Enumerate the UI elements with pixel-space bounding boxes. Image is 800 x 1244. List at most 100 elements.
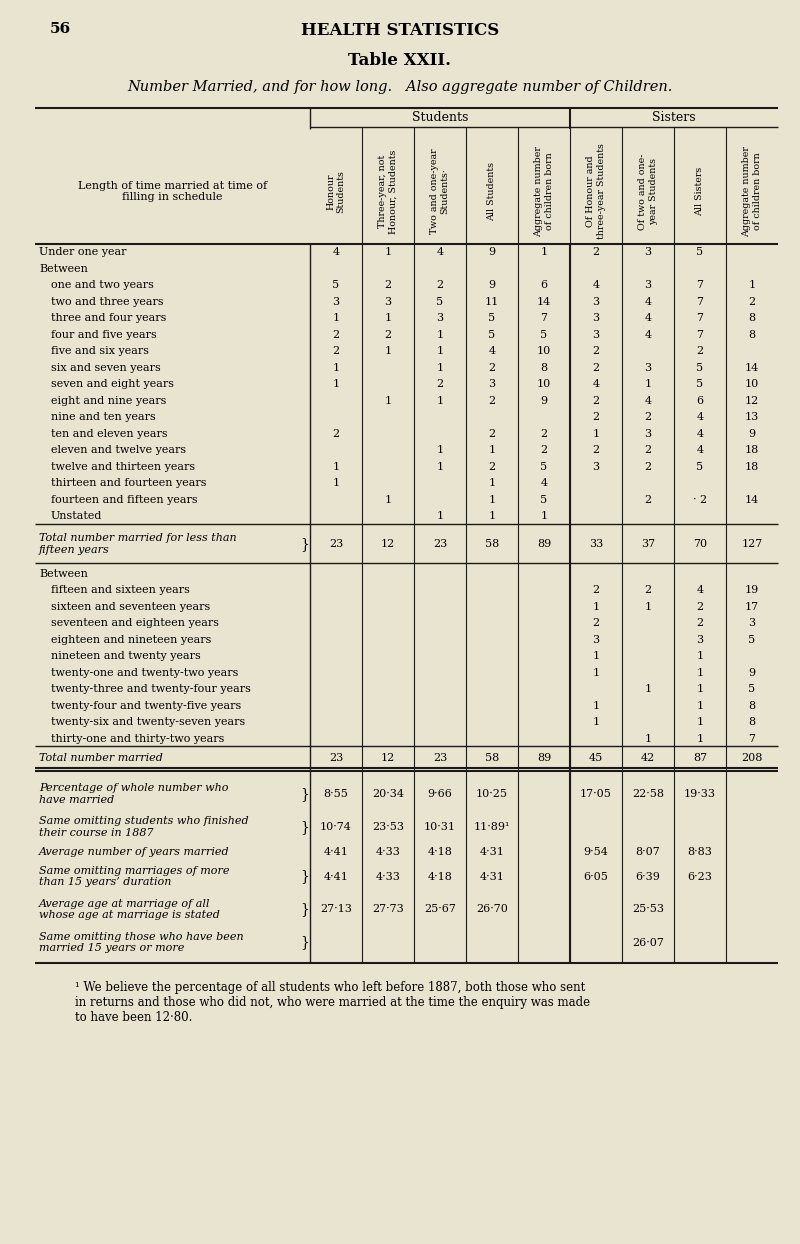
Text: 1: 1 [385, 248, 391, 258]
Text: 4: 4 [489, 346, 495, 356]
Text: 3: 3 [749, 618, 755, 628]
Text: 2: 2 [385, 330, 391, 340]
Text: 208: 208 [742, 754, 762, 764]
Text: 5: 5 [541, 495, 547, 505]
Text: 4: 4 [697, 585, 703, 595]
Text: 5: 5 [749, 684, 755, 694]
Text: 6: 6 [541, 280, 547, 290]
Text: 17: 17 [745, 602, 759, 612]
Text: eighteen and nineteen years: eighteen and nineteen years [51, 634, 211, 644]
Text: 7: 7 [697, 297, 703, 307]
Text: 1: 1 [489, 478, 495, 488]
Text: twenty-one and twenty-two years: twenty-one and twenty-two years [51, 668, 238, 678]
Text: 9: 9 [489, 280, 495, 290]
Text: 20·34: 20·34 [372, 789, 404, 799]
Text: 1: 1 [593, 429, 599, 439]
Text: All Students: All Students [487, 162, 497, 221]
Text: 37: 37 [641, 539, 655, 549]
Text: fourteen and fifteen years: fourteen and fifteen years [51, 495, 198, 505]
Text: 2: 2 [541, 429, 547, 439]
Text: 1: 1 [593, 700, 599, 710]
Text: 1: 1 [437, 396, 443, 406]
Text: 4: 4 [645, 297, 651, 307]
Text: 1: 1 [385, 396, 391, 406]
Text: 2: 2 [749, 297, 755, 307]
Text: 4: 4 [697, 412, 703, 422]
Text: 7: 7 [541, 313, 547, 323]
Text: 4·18: 4·18 [427, 872, 453, 882]
Text: 1: 1 [333, 379, 339, 389]
Text: twenty-three and twenty-four years: twenty-three and twenty-four years [51, 684, 251, 694]
Text: }: } [300, 870, 309, 883]
Text: Aggregate number
of children born: Aggregate number of children born [534, 146, 554, 236]
Text: 9·66: 9·66 [427, 789, 453, 799]
Text: Aggregate number
of children born: Aggregate number of children born [742, 146, 762, 236]
Text: 5: 5 [541, 330, 547, 340]
Text: 2: 2 [489, 396, 495, 406]
Text: 9: 9 [749, 429, 755, 439]
Text: 14: 14 [745, 363, 759, 373]
Text: Honour
Students: Honour Students [326, 170, 346, 213]
Text: 7: 7 [697, 280, 703, 290]
Text: Table XXII.: Table XXII. [349, 52, 451, 68]
Text: 1: 1 [437, 330, 443, 340]
Text: sixteen and seventeen years: sixteen and seventeen years [51, 602, 210, 612]
Text: 1: 1 [645, 602, 651, 612]
Text: 8·55: 8·55 [323, 789, 349, 799]
Text: 89: 89 [537, 754, 551, 764]
Text: · 2: · 2 [693, 495, 707, 505]
Text: 3: 3 [593, 297, 599, 307]
Text: seventeen and eighteen years: seventeen and eighteen years [51, 618, 219, 628]
Text: 1: 1 [697, 700, 703, 710]
Text: 23: 23 [433, 754, 447, 764]
Text: 1: 1 [385, 313, 391, 323]
Text: 3: 3 [697, 634, 703, 644]
Text: 11: 11 [485, 297, 499, 307]
Text: thirteen and fourteen years: thirteen and fourteen years [51, 478, 206, 488]
Text: 4·33: 4·33 [375, 872, 401, 882]
Text: 14: 14 [745, 495, 759, 505]
Text: ten and eleven years: ten and eleven years [51, 429, 168, 439]
Text: 56: 56 [50, 22, 71, 36]
Text: 4: 4 [697, 429, 703, 439]
Text: 5: 5 [697, 462, 703, 471]
Text: Of Honour and
three-year Students: Of Honour and three-year Students [586, 143, 606, 239]
Text: }: } [300, 787, 309, 801]
Text: Between: Between [39, 569, 88, 578]
Text: 4·41: 4·41 [323, 872, 349, 882]
Text: 6: 6 [697, 396, 703, 406]
Text: 2: 2 [593, 346, 599, 356]
Text: 3: 3 [645, 429, 651, 439]
Text: 2: 2 [333, 346, 339, 356]
Text: 1: 1 [697, 734, 703, 744]
Text: Total number married: Total number married [39, 754, 163, 764]
Text: 3: 3 [593, 634, 599, 644]
Text: 1: 1 [645, 684, 651, 694]
Text: 5: 5 [437, 297, 443, 307]
Text: 23: 23 [329, 754, 343, 764]
Text: 9: 9 [749, 668, 755, 678]
Text: 19: 19 [745, 585, 759, 595]
Text: 1: 1 [489, 445, 495, 455]
Text: 1: 1 [697, 652, 703, 662]
Text: 2: 2 [593, 396, 599, 406]
Text: 1: 1 [333, 313, 339, 323]
Text: nine and ten years: nine and ten years [51, 412, 156, 422]
Text: 2: 2 [437, 379, 443, 389]
Text: 2: 2 [489, 429, 495, 439]
Text: All Sisters: All Sisters [695, 167, 705, 216]
Text: 10·25: 10·25 [476, 789, 508, 799]
Text: 10·31: 10·31 [424, 822, 456, 832]
Text: one and two years: one and two years [51, 280, 154, 290]
Text: 26·07: 26·07 [632, 938, 664, 948]
Text: 8: 8 [541, 363, 547, 373]
Text: Total number married for less than
fifteen years: Total number married for less than fifte… [39, 534, 237, 555]
Text: Of two and one-
year Students: Of two and one- year Students [638, 153, 658, 230]
Text: 25·67: 25·67 [424, 904, 456, 914]
Text: 1: 1 [645, 734, 651, 744]
Text: 2: 2 [593, 445, 599, 455]
Text: 2: 2 [697, 618, 703, 628]
Text: seven and eight years: seven and eight years [51, 379, 174, 389]
Text: 1: 1 [437, 346, 443, 356]
Text: 10: 10 [537, 379, 551, 389]
